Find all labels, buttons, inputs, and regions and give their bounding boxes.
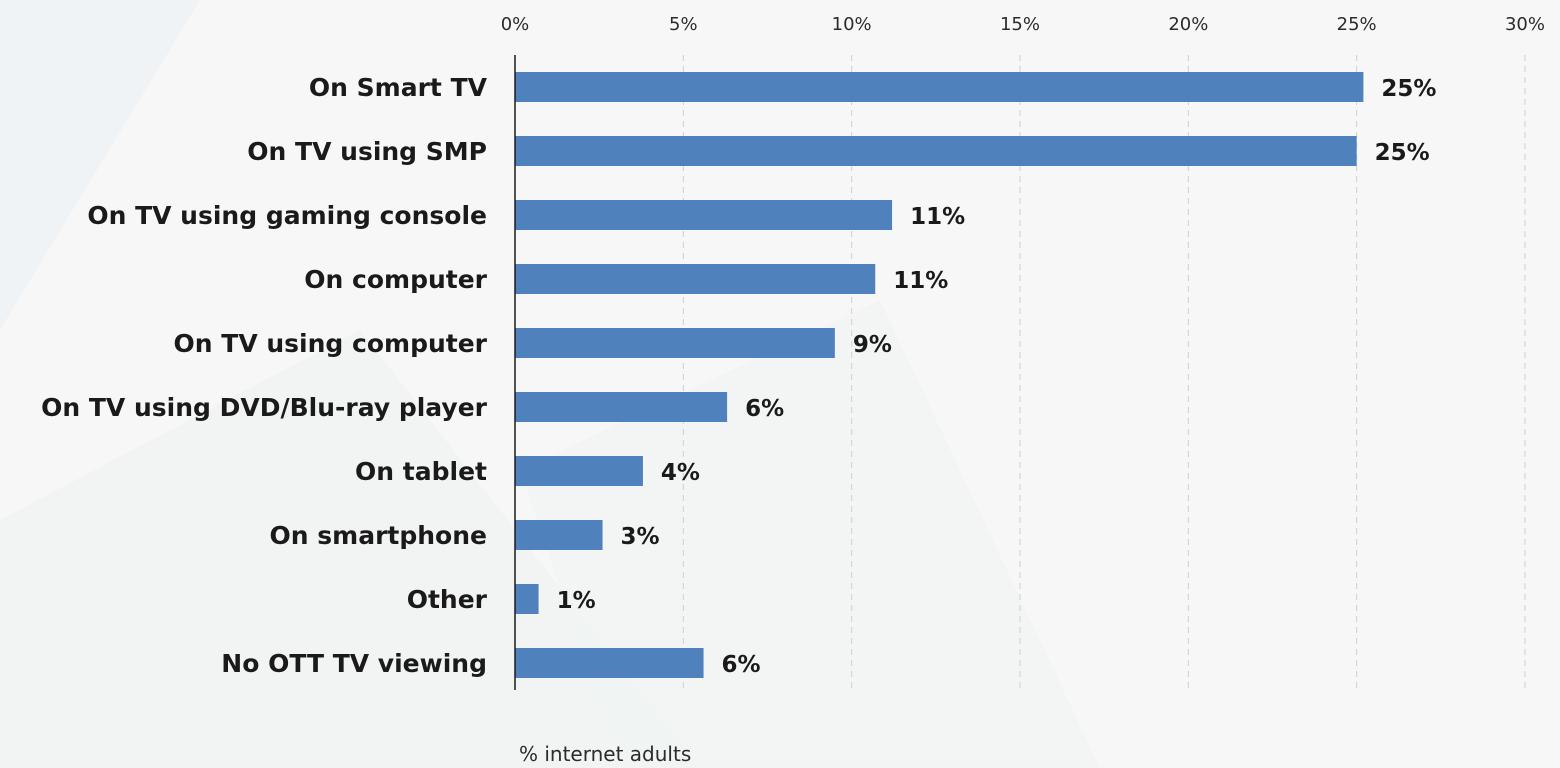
x-tick-label: 0%: [501, 14, 530, 35]
bar: [515, 392, 728, 422]
category-label: On TV using DVD/Blu-ray player: [41, 393, 488, 422]
bar: [515, 520, 603, 550]
value-label: 11%: [910, 204, 965, 230]
x-tick-label: 20%: [1168, 14, 1208, 35]
category-label: On computer: [304, 265, 487, 294]
x-tick-label: 10%: [832, 14, 872, 35]
x-axis-ticks: 0% 5% 10% 15% 20% 25% 30%: [501, 14, 1545, 35]
category-label: No OTT TV viewing: [221, 649, 487, 678]
category-label: On TV using gaming console: [87, 201, 487, 230]
value-label: 6%: [722, 652, 761, 678]
category-label: On tablet: [355, 457, 487, 486]
bars: [515, 72, 1364, 678]
bar: [515, 136, 1357, 166]
value-label: 6%: [745, 396, 784, 422]
value-label: 1%: [557, 588, 596, 614]
value-label: 9%: [853, 332, 892, 358]
bar: [515, 264, 876, 294]
bar: [515, 648, 704, 678]
bar: [515, 328, 835, 358]
x-tick-label: 25%: [1337, 14, 1377, 35]
value-labels: 25% 25% 11% 11% 9% 6% 4% 3% 1% 6%: [557, 76, 1437, 678]
bar: [515, 200, 893, 230]
category-label: On smartphone: [270, 521, 487, 550]
category-label: On TV using computer: [174, 329, 488, 358]
value-label: 25%: [1375, 140, 1430, 166]
x-tick-label: 30%: [1505, 14, 1545, 35]
bar: [515, 584, 539, 614]
bar: [515, 72, 1364, 102]
category-label: Other: [407, 585, 488, 614]
category-labels: On Smart TV On TV using SMP On TV using ga…: [41, 73, 488, 678]
x-axis-label: % internet adults: [519, 742, 691, 766]
value-label: 25%: [1381, 76, 1436, 102]
value-label: 4%: [661, 460, 700, 486]
x-tick-label: 15%: [1000, 14, 1040, 35]
category-label: On Smart TV: [309, 73, 488, 102]
category-label: On TV using SMP: [247, 137, 487, 166]
bar: [515, 456, 643, 486]
value-label: 3%: [621, 524, 660, 550]
grid-lines: [682, 55, 1526, 690]
value-label: 11%: [893, 268, 948, 294]
x-tick-label: 5%: [669, 14, 698, 35]
